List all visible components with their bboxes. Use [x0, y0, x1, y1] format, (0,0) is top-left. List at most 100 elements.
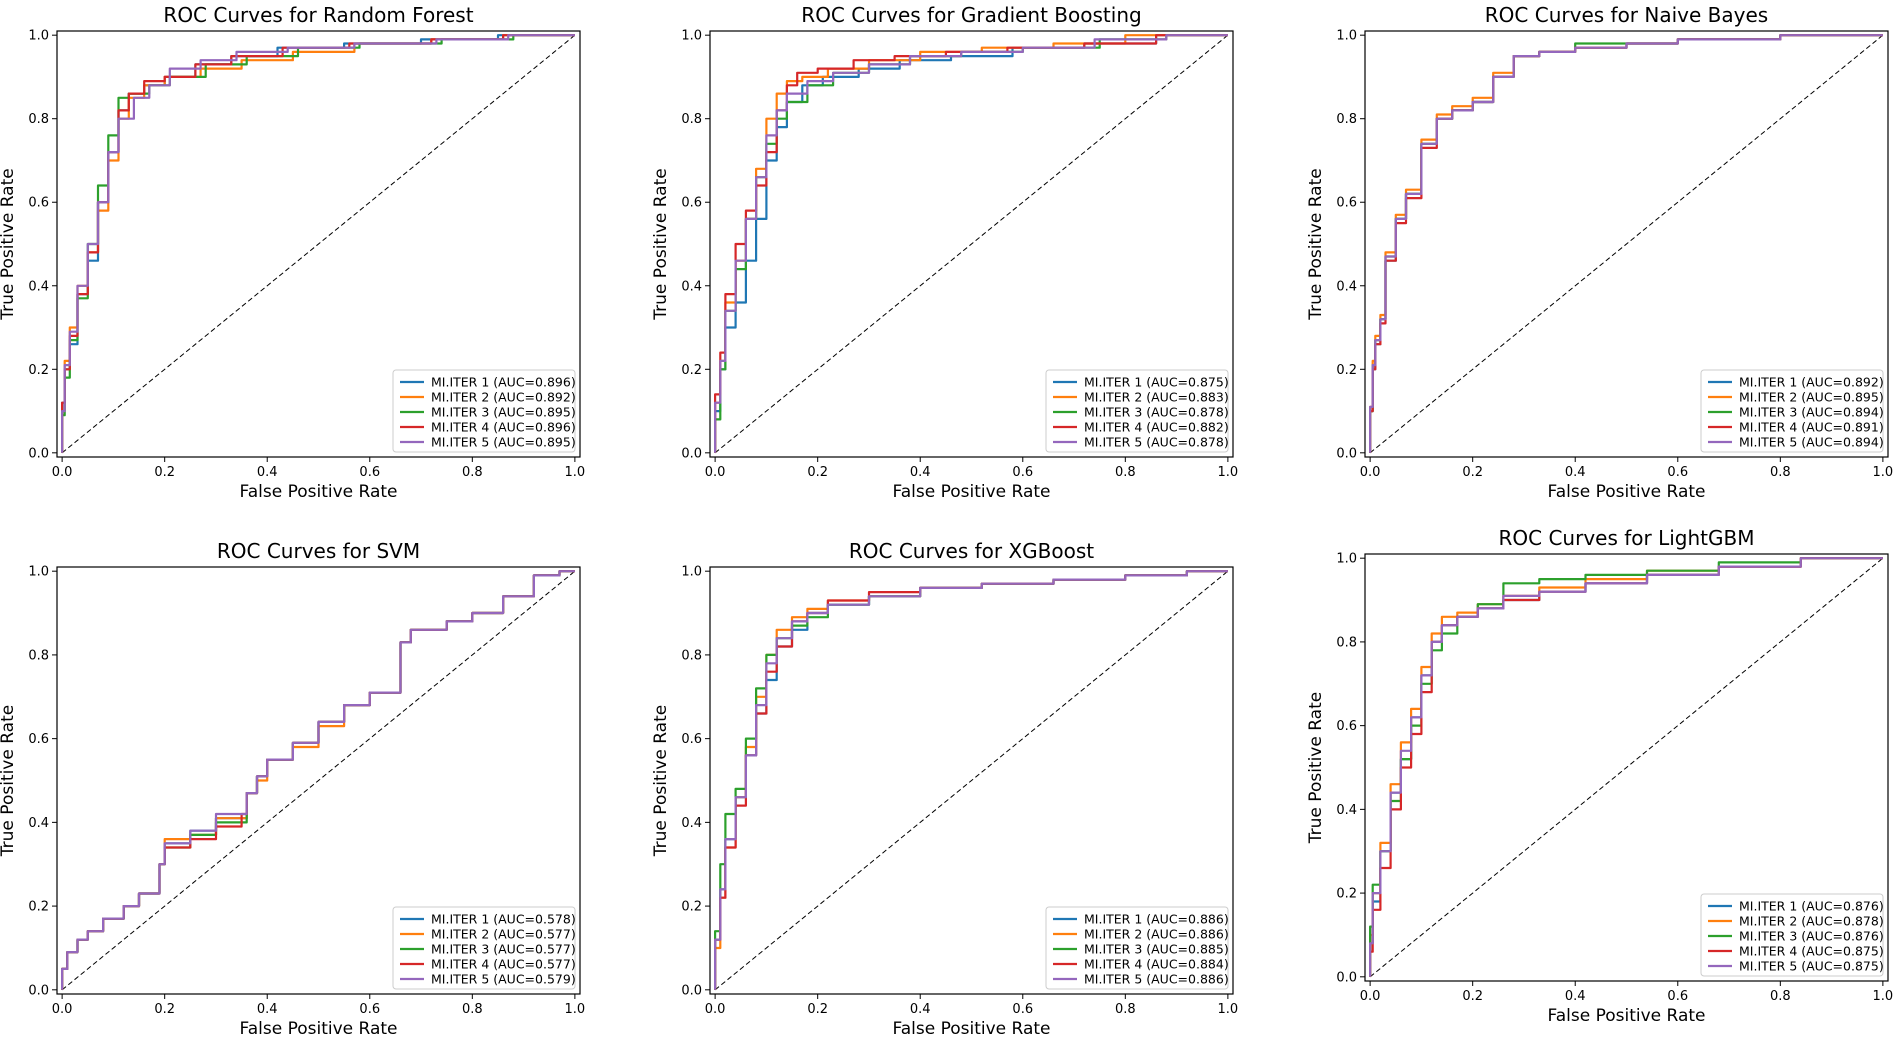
- x-tick-label: 0.8: [1115, 1002, 1136, 1017]
- roc-chart-3: ROC Curves for Naive Bayes 0.0 0.2 0.4 0.6 0.…: [1306, 3, 1893, 502]
- y-tick-label: 0.2: [28, 900, 49, 915]
- y-tick-label: 0.6: [681, 196, 702, 211]
- legend-entry: MI.ITER 2 (AUC=0.895): [1739, 390, 1884, 405]
- y-tick-label: 0.2: [1336, 887, 1357, 902]
- y-tick-label: 0.8: [1336, 112, 1357, 127]
- x-tick-label: 0.4: [257, 1002, 278, 1017]
- legend-box: [1700, 893, 1884, 977]
- y-tick-label: 0.8: [681, 112, 702, 127]
- chance-diagonal-line: [714, 570, 1229, 991]
- y-axis-label: True Positive Rate: [0, 705, 18, 857]
- x-tick-label: 0.4: [1565, 989, 1586, 1004]
- y-tick-label: 1.0: [1336, 29, 1357, 44]
- legend-entry: MI.ITER 4 (AUC=0.875): [1739, 944, 1884, 959]
- legend-box: [1700, 369, 1884, 453]
- y-axis-label: True Positive Rate: [651, 168, 671, 320]
- y-tick-label: 0.6: [28, 196, 49, 211]
- chart-title: ROC Curves for SVM: [217, 539, 420, 563]
- chart-title: ROC Curves for Gradient Boosting: [801, 3, 1141, 27]
- y-tick-label: 0.0: [28, 446, 49, 461]
- legend-entry: MI.ITER 1 (AUC=0.876): [1739, 899, 1884, 914]
- x-tick-label: 0.2: [154, 465, 175, 480]
- y-tick-label: 0.0: [681, 983, 702, 998]
- axes-frame: [1364, 553, 1889, 982]
- x-tick-label: 0.0: [1360, 465, 1381, 480]
- x-tick-label: 0.4: [1565, 465, 1586, 480]
- y-tick-label: 0.6: [1336, 719, 1357, 734]
- y-tick-label: 1.0: [1336, 552, 1357, 567]
- y-tick-label: 0.4: [1336, 279, 1357, 294]
- y-tick-label: 0.2: [1336, 363, 1357, 378]
- y-tick-label: 0.4: [28, 279, 49, 294]
- legend-entry: MI.ITER 4 (AUC=0.884): [1084, 957, 1229, 972]
- roc-chart-4: ROC Curves for SVM 0.0 0.2 0.4 0.6 0.8 1.0 0.0 0…: [0, 539, 585, 1039]
- x-tick-label: 0.8: [462, 1002, 483, 1017]
- roc-chart-1: ROC Curves for Random Forest 0.0 0.2 0.4 0.6…: [0, 3, 585, 502]
- y-tick-label: 1.0: [681, 29, 702, 44]
- legend-entry: MI.ITER 3 (AUC=0.876): [1739, 929, 1884, 944]
- legend-entry: MI.ITER 1 (AUC=0.886): [1084, 912, 1229, 927]
- x-axis-label: False Positive Rate: [1548, 1006, 1706, 1026]
- x-tick-label: 0.0: [705, 465, 726, 480]
- legend-entry: MI.ITER 2 (AUC=0.878): [1739, 914, 1884, 929]
- chart-title: ROC Curves for XGBoost: [849, 539, 1094, 563]
- axes-frame: [56, 566, 581, 995]
- y-tick-label: 0.8: [681, 648, 702, 663]
- y-tick-label: 0.8: [28, 648, 49, 663]
- y-tick-label: 0.2: [28, 363, 49, 378]
- x-tick-label: 0.4: [257, 465, 278, 480]
- chance-diagonal-line: [61, 570, 576, 991]
- legend-entry: MI.ITER 2 (AUC=0.886): [1084, 927, 1229, 942]
- y-tick-label: 0.4: [681, 279, 702, 294]
- roc-series-line-4: [714, 34, 1228, 453]
- legend-entry: MI.ITER 5 (AUC=0.886): [1084, 972, 1229, 987]
- x-tick-label: 0.4: [910, 465, 931, 480]
- legend: MI.ITER 1 (AUC=0.578)MI.ITER 2 (AUC=0.57…: [392, 906, 576, 990]
- legend: MI.ITER 1 (AUC=0.886)MI.ITER 2 (AUC=0.88…: [1045, 906, 1229, 990]
- y-tick-label: 0.4: [1336, 803, 1357, 818]
- y-tick-label: 0.6: [1336, 196, 1357, 211]
- roc-chart-5: ROC Curves for XGBoost 0.0 0.2 0.4 0.6 0.8 1.0…: [651, 539, 1238, 1039]
- legend-box: [1045, 906, 1229, 990]
- legend-entry: MI.ITER 4 (AUC=0.882): [1084, 420, 1229, 435]
- legend-entry: MI.ITER 1 (AUC=0.875): [1084, 375, 1229, 390]
- x-tick-label: 0.0: [52, 465, 73, 480]
- roc-series-line-5: [61, 570, 575, 990]
- axes-frame: [709, 30, 1234, 458]
- y-tick-label: 0.2: [681, 363, 702, 378]
- legend-entry: MI.ITER 3 (AUC=0.894): [1739, 405, 1884, 420]
- legend-entry: MI.ITER 5 (AUC=0.875): [1739, 959, 1884, 974]
- x-tick-label: 0.4: [910, 1002, 931, 1017]
- x-tick-label: 1.0: [565, 465, 586, 480]
- x-tick-label: 0.8: [1770, 465, 1791, 480]
- y-tick-label: 0.2: [681, 900, 702, 915]
- legend: MI.ITER 1 (AUC=0.892)MI.ITER 2 (AUC=0.89…: [1700, 369, 1884, 453]
- legend-entry: MI.ITER 4 (AUC=0.577): [431, 957, 576, 972]
- chart-title: ROC Curves for Naive Bayes: [1485, 3, 1768, 27]
- legend: MI.ITER 1 (AUC=0.876)MI.ITER 2 (AUC=0.87…: [1700, 893, 1884, 977]
- x-tick-label: 0.2: [807, 465, 828, 480]
- x-tick-label: 1.0: [1218, 465, 1239, 480]
- legend-entry: MI.ITER 5 (AUC=0.579): [431, 972, 576, 987]
- y-axis-label: True Positive Rate: [1306, 692, 1326, 844]
- x-axis-label: False Positive Rate: [893, 482, 1051, 502]
- x-axis-label: False Positive Rate: [893, 1019, 1051, 1039]
- legend-entry: MI.ITER 5 (AUC=0.878): [1084, 435, 1229, 450]
- x-tick-label: 0.8: [1115, 465, 1136, 480]
- y-tick-label: 1.0: [681, 565, 702, 580]
- legend-entry: MI.ITER 3 (AUC=0.895): [431, 405, 576, 420]
- x-tick-label: 1.0: [1873, 465, 1894, 480]
- legend-entry: MI.ITER 2 (AUC=0.577): [431, 927, 576, 942]
- roc-series-line-4: [61, 34, 575, 453]
- legend-entry: MI.ITER 1 (AUC=0.578): [431, 912, 576, 927]
- legend-entry: MI.ITER 2 (AUC=0.883): [1084, 390, 1229, 405]
- x-tick-label: 1.0: [1218, 1002, 1239, 1017]
- y-tick-label: 1.0: [28, 29, 49, 44]
- legend-box: [392, 369, 576, 453]
- roc-chart-6: ROC Curves for LightGBM 0.0 0.2 0.4 0.6 0.8 1.…: [1306, 526, 1893, 1026]
- x-tick-label: 0.2: [154, 1002, 175, 1017]
- chart-title: ROC Curves for Random Forest: [163, 3, 473, 27]
- legend: MI.ITER 1 (AUC=0.896)MI.ITER 2 (AUC=0.89…: [392, 369, 576, 453]
- roc-series-line-5: [1369, 557, 1883, 977]
